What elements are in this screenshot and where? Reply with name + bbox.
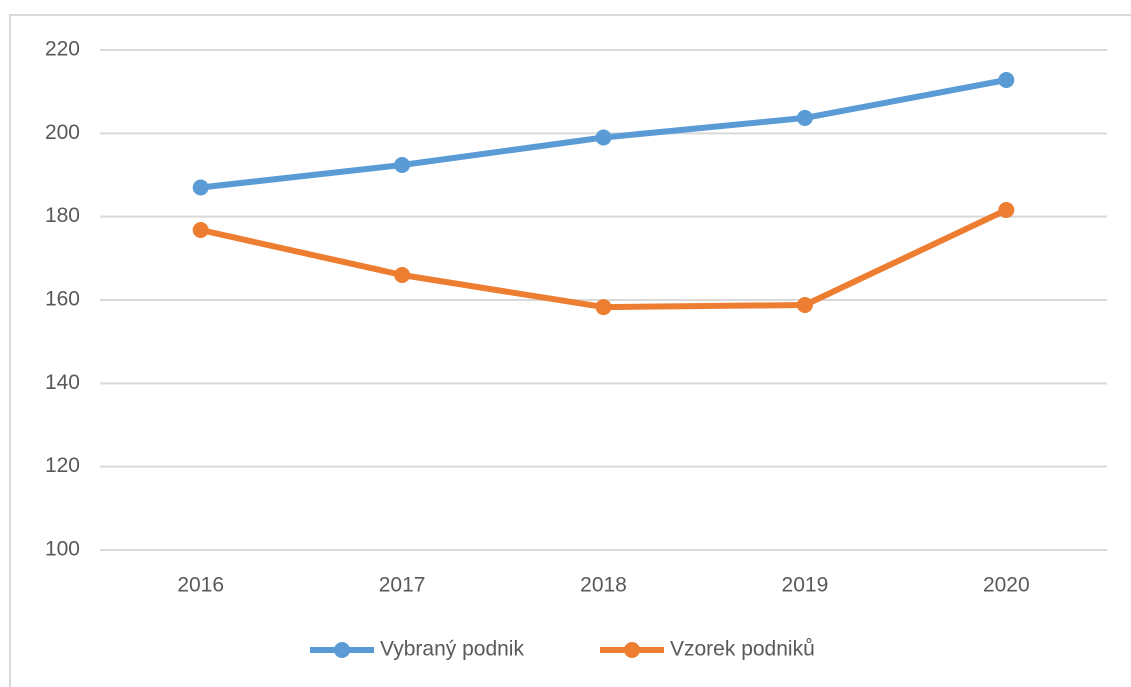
data-point xyxy=(998,202,1015,218)
y-tick-label: 200 xyxy=(45,121,80,144)
y-tick-label: 120 xyxy=(45,454,80,477)
data-point xyxy=(595,129,612,146)
data-point xyxy=(192,179,209,196)
x-tick-label: 2017 xyxy=(379,574,426,597)
y-tick-label: 180 xyxy=(45,204,80,227)
data-point xyxy=(998,72,1015,88)
legend-marker xyxy=(334,642,350,658)
x-tick-label: 2020 xyxy=(983,574,1030,597)
data-point xyxy=(796,109,813,126)
data-point xyxy=(394,267,411,283)
data-point xyxy=(394,157,411,173)
x-tick-label: 2019 xyxy=(782,574,829,597)
legend-label: Vzorek podniků xyxy=(670,638,815,661)
y-tick-label: 140 xyxy=(45,371,80,394)
legend-label: Vybraný podnik xyxy=(380,638,524,661)
data-point xyxy=(192,222,209,238)
data-point xyxy=(796,297,813,313)
x-tick-label: 2018 xyxy=(580,574,627,597)
y-tick-label: 160 xyxy=(45,288,80,311)
chart-border xyxy=(9,14,1131,687)
y-tick-label: 220 xyxy=(45,38,80,61)
x-tick-label: 2016 xyxy=(177,574,224,597)
y-tick-label: 100 xyxy=(45,538,80,561)
legend-marker xyxy=(624,642,640,658)
data-point xyxy=(595,299,612,316)
